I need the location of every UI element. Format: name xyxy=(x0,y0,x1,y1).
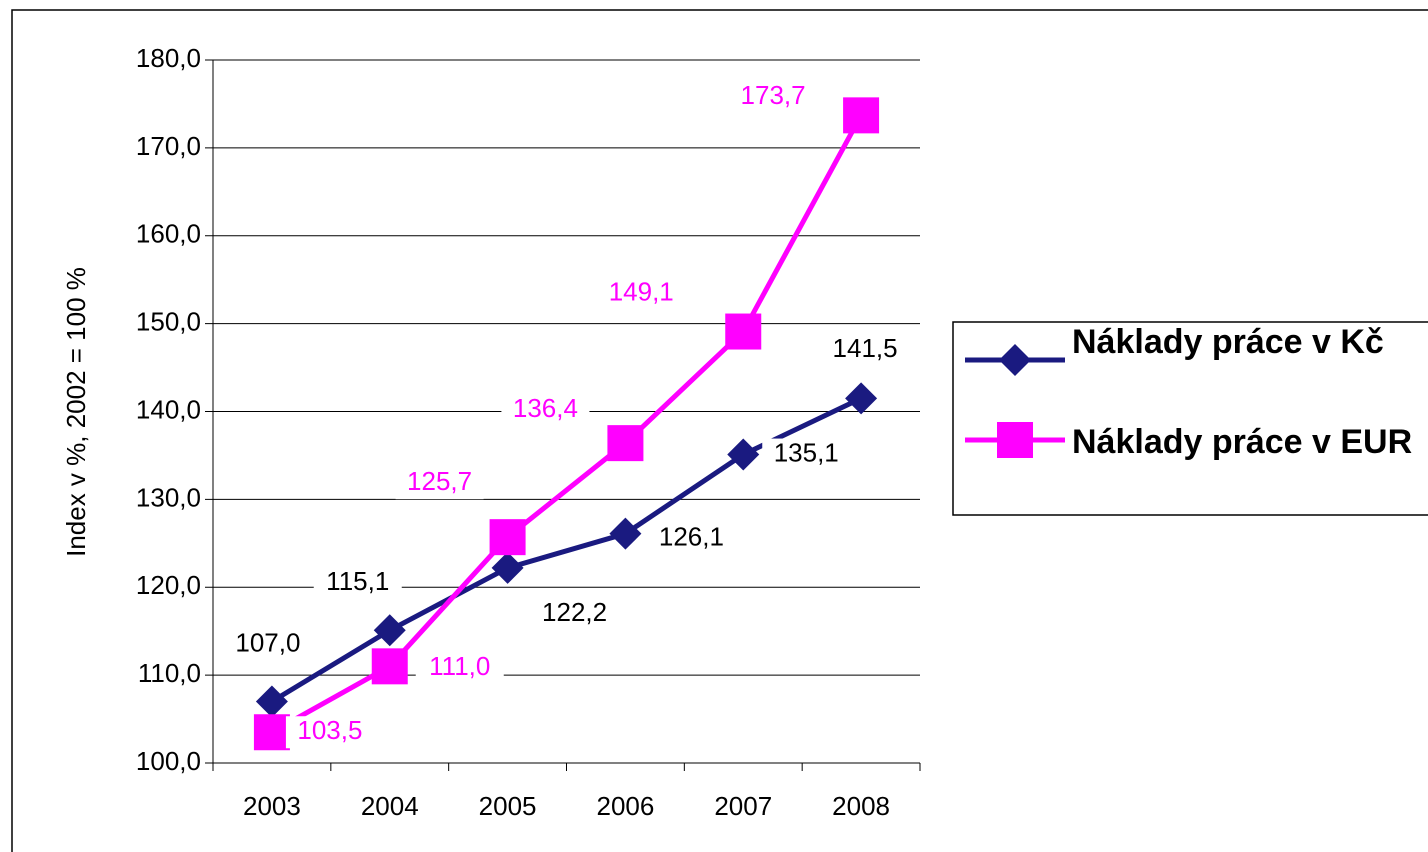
data-label: 173,7 xyxy=(741,80,806,110)
x-tick-label: 2005 xyxy=(479,791,537,821)
data-label: 136,4 xyxy=(513,393,578,423)
legend-marker xyxy=(997,422,1033,458)
data-label-bg xyxy=(597,277,686,310)
y-axis-label: Index v %, 2002 = 100 % xyxy=(61,267,91,557)
data-label-bg xyxy=(762,438,851,471)
data-label-bg xyxy=(395,467,484,500)
legend-box xyxy=(952,321,1428,516)
legend-label: Náklady práce v EUR xyxy=(1072,423,1413,461)
chart-frame xyxy=(11,9,1428,852)
y-tick-label: 160,0 xyxy=(136,219,201,249)
marker xyxy=(255,685,288,718)
x-tick-label: 2003 xyxy=(243,791,301,821)
marker xyxy=(491,551,524,584)
marker xyxy=(609,517,642,550)
y-tick-label: 110,0 xyxy=(138,658,201,688)
marker xyxy=(607,425,644,462)
marker xyxy=(371,648,408,685)
y-tick-label: 150,0 xyxy=(136,307,201,337)
data-label: 103,5 xyxy=(297,715,362,745)
y-tick-label: 130,0 xyxy=(136,482,201,512)
data-label-bg xyxy=(285,716,374,749)
x-tick-label: 2004 xyxy=(361,791,419,821)
data-label-bg xyxy=(501,394,590,427)
marker xyxy=(373,614,406,647)
x-tick-label: 2007 xyxy=(714,791,772,821)
data-label-bg xyxy=(530,597,619,630)
data-label: 141,5 xyxy=(833,333,898,363)
marker xyxy=(727,438,760,471)
marker xyxy=(843,97,880,134)
marker xyxy=(845,382,878,415)
series-line xyxy=(270,114,864,735)
data-label-bg xyxy=(415,652,504,685)
y-tick-label: 170,0 xyxy=(136,131,201,161)
y-tick-label: 120,0 xyxy=(136,570,201,600)
marker xyxy=(489,519,526,556)
data-label-bg xyxy=(821,334,910,367)
data-label: 122,2 xyxy=(542,597,607,627)
data-label-bg xyxy=(313,567,402,600)
legend-label: Náklady práce v Kč xyxy=(1072,323,1384,361)
y-tick-label: 140,0 xyxy=(136,394,201,424)
data-label: 135,1 xyxy=(774,437,839,467)
data-label: 115,1 xyxy=(326,566,389,596)
x-tick-label: 2008 xyxy=(832,791,890,821)
data-label: 125,7 xyxy=(407,466,472,496)
data-label: 126,1 xyxy=(659,522,724,552)
data-label-bg xyxy=(647,522,736,555)
data-label: 149,1 xyxy=(609,276,674,306)
legend-marker xyxy=(999,344,1031,376)
x-tick-label: 2006 xyxy=(596,791,654,821)
marker xyxy=(253,714,290,751)
y-tick-label: 100,0 xyxy=(136,746,201,776)
data-label: 111,0 xyxy=(429,651,490,681)
data-label: 107,0 xyxy=(235,627,300,657)
y-tick-label: 180,0 xyxy=(136,43,201,73)
marker xyxy=(725,313,762,350)
data-label-bg xyxy=(729,81,818,114)
data-label-bg xyxy=(223,628,312,661)
